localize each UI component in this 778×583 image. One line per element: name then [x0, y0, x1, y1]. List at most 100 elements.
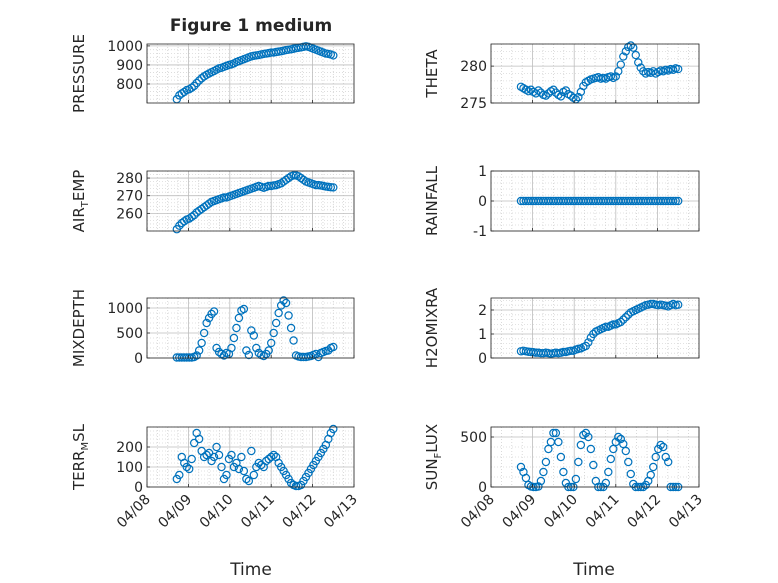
- data-point: [187, 212, 196, 222]
- data-point: [586, 444, 596, 454]
- data-point: [619, 52, 628, 61]
- data-point: [624, 457, 633, 467]
- data-point: [626, 469, 635, 479]
- data-point: [244, 476, 254, 486]
- data-point: [626, 41, 635, 50]
- data-point: [254, 458, 263, 468]
- data-point: [175, 221, 184, 230]
- y-tick-label: 0: [478, 480, 487, 496]
- data-point: [674, 64, 683, 74]
- data-point: [182, 462, 191, 472]
- data-point: [621, 313, 630, 322]
- data-point: [289, 336, 298, 345]
- data-point: [326, 183, 336, 192]
- data-point: [284, 311, 293, 320]
- data-point: [187, 83, 196, 92]
- data-point: [544, 444, 553, 454]
- data-point: [202, 450, 211, 460]
- y-tick-label: 100: [116, 460, 143, 476]
- data-point: [222, 470, 231, 480]
- data-point: [262, 456, 271, 466]
- data-point: [606, 454, 616, 464]
- data-point: [619, 439, 628, 449]
- y-axis-label-subscript: T: [80, 200, 91, 208]
- data-point: [227, 450, 236, 460]
- y-tick-label: 275: [460, 96, 487, 112]
- data-point: [281, 298, 291, 308]
- data-point: [656, 440, 665, 450]
- data-point: [242, 346, 251, 355]
- data-point: [566, 346, 576, 355]
- data-point: [249, 331, 259, 340]
- figure-title: Figure 1 medium: [170, 16, 332, 36]
- subplot-4: -1 0 1 RAINFALL: [423, 164, 700, 240]
- data-point: [584, 432, 593, 442]
- data-point: [257, 460, 266, 470]
- xlabel-left: Time: [229, 560, 272, 580]
- y-axis-label-rest: EMP: [70, 170, 88, 201]
- subplot-1: 800 900 1000 PRESSURE: [70, 34, 355, 113]
- subplot-6: 0 1 2 H2OMIXRA: [423, 287, 700, 368]
- data-point: [229, 333, 239, 343]
- data-point: [556, 92, 566, 101]
- data-point: [267, 452, 276, 462]
- y-tick-label: 1: [478, 327, 487, 343]
- data-point: [217, 462, 226, 472]
- data-point: [646, 470, 655, 480]
- data-point: [604, 467, 613, 477]
- data-point: [541, 457, 551, 467]
- data-point: [247, 326, 256, 335]
- data-point: [289, 171, 298, 180]
- subplot-2: 275 280 THETA: [423, 41, 700, 112]
- y-tick-label: 500: [116, 326, 143, 342]
- data-point: [329, 424, 338, 434]
- axes-box: [146, 170, 355, 232]
- data-point: [669, 196, 678, 206]
- data-point: [249, 470, 259, 480]
- y-tick-label: 500: [460, 430, 487, 446]
- y-tick-label: 280: [116, 171, 143, 187]
- data-point: [584, 338, 593, 347]
- data-point: [661, 452, 670, 462]
- y-tick-label: -1: [473, 224, 487, 240]
- data-point: [621, 446, 630, 456]
- data-point: [536, 476, 546, 486]
- axes-background: [491, 44, 699, 103]
- data-point: [614, 432, 623, 442]
- data-point: [574, 457, 583, 467]
- data-point: [329, 51, 338, 60]
- data-point: [329, 183, 338, 192]
- data-point: [264, 346, 273, 355]
- data-point: [247, 446, 256, 456]
- axes-box: [490, 297, 700, 359]
- y-tick-label: 200: [116, 440, 143, 456]
- y-axis-label: H2OMIXRA: [423, 287, 441, 368]
- y-axis-label-rest: LUX: [423, 424, 441, 453]
- data-point: [214, 450, 224, 460]
- data-point: [534, 86, 543, 95]
- data-point: [554, 437, 563, 447]
- y-tick-label: 0: [478, 194, 487, 210]
- data-point: [209, 452, 219, 462]
- y-tick-label: 260: [116, 206, 143, 222]
- data-point: [616, 317, 625, 327]
- data-point: [227, 343, 236, 353]
- data-point: [549, 428, 558, 438]
- data-point: [175, 470, 184, 480]
- data-point: [239, 466, 249, 476]
- data-point: [621, 47, 630, 56]
- data-point: [271, 318, 281, 328]
- data-point: [521, 473, 531, 483]
- data-point: [264, 454, 273, 464]
- data-point: [579, 430, 588, 440]
- axes-box: [146, 426, 355, 488]
- data-point: [559, 467, 568, 477]
- y-tick-label: 270: [116, 189, 143, 205]
- data-point: [659, 442, 668, 452]
- data-point: [284, 173, 293, 183]
- data-point: [541, 91, 551, 100]
- data-point: [269, 450, 278, 460]
- data-point: [242, 474, 251, 484]
